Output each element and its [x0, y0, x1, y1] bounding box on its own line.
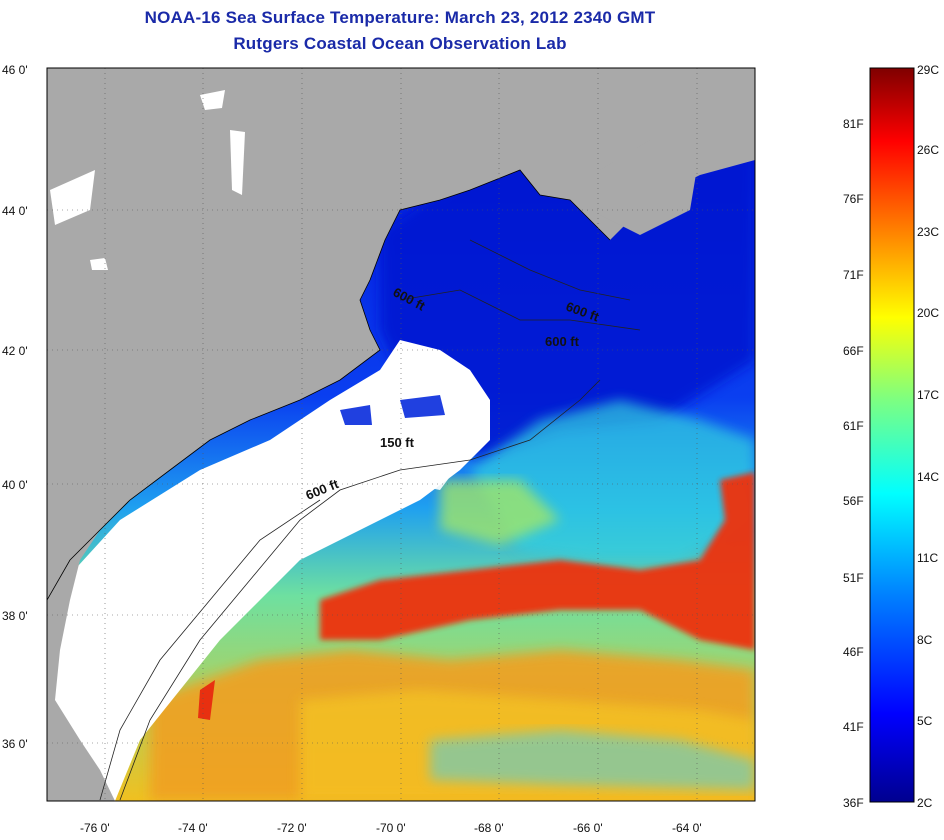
colorbar-fahrenheit-label: 46F	[843, 645, 864, 659]
lat-label: 36 0'	[2, 737, 28, 751]
colorbar-fahrenheit-label: 71F	[843, 268, 864, 282]
colorbar-fahrenheit-label: 51F	[843, 571, 864, 585]
colorbar-fahrenheit-label: 41F	[843, 720, 864, 734]
colorbar-fahrenheit-label: 81F	[843, 117, 864, 131]
colorbar-fahrenheit-label: 36F	[843, 796, 864, 810]
lon-label: -70 0'	[376, 821, 406, 835]
map-subtitle: Rutgers Coastal Ocean Observation Lab	[233, 34, 567, 53]
lat-label: 42 0'	[2, 344, 28, 358]
lon-label: -76 0'	[80, 821, 110, 835]
contour-label: 600 ft	[545, 334, 580, 349]
colorbar-celsius-label: 20C	[917, 306, 939, 320]
colorbar-fahrenheit-label: 76F	[843, 192, 864, 206]
map-frame	[46, 67, 756, 802]
lon-label: -74 0'	[178, 821, 208, 835]
colorbar-celsius-label: 17C	[917, 388, 939, 402]
colorbar-celsius-label: 2C	[917, 796, 933, 810]
lon-label: -64 0'	[672, 821, 702, 835]
colorbar-celsius-label: 26C	[917, 143, 939, 157]
lat-label: 46 0'	[2, 63, 28, 77]
graticule	[47, 68, 755, 801]
lat-label: 40 0'	[2, 478, 28, 492]
lat-label: 38 0'	[2, 609, 28, 623]
lon-label: -72 0'	[277, 821, 307, 835]
colorbar-fahrenheit-label: 66F	[843, 344, 864, 358]
colorbar-fahrenheit-label: 61F	[843, 419, 864, 433]
contour-label: 150 ft	[380, 435, 415, 450]
colorbar-celsius-label: 23C	[917, 225, 939, 239]
colorbar-celsius-label: 5C	[917, 714, 933, 728]
colorbar-celsius-label: 29C	[917, 63, 939, 77]
colorbar-celsius-label: 14C	[917, 470, 939, 484]
lon-label: -66 0'	[573, 821, 603, 835]
lat-label: 44 0'	[2, 204, 28, 218]
colorbar-fahrenheit-label: 56F	[843, 494, 864, 508]
colorbar	[869, 67, 915, 803]
lon-label: -68 0'	[474, 821, 504, 835]
colorbar-celsius-label: 11C	[917, 551, 938, 565]
colorbar-celsius-label: 8C	[917, 633, 933, 647]
map-title: NOAA-16 Sea Surface Temperature: March 2…	[144, 8, 656, 27]
